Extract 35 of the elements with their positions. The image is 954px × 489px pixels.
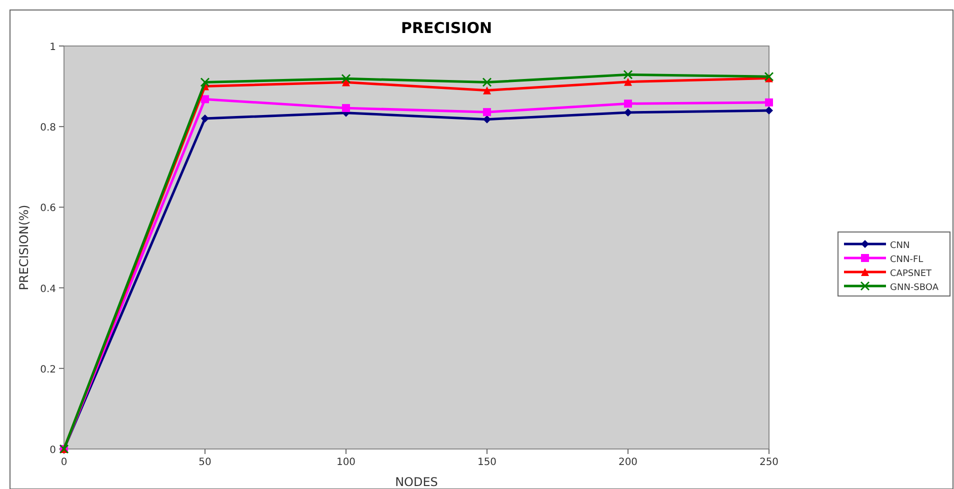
legend-label: CAPSNET (890, 269, 932, 279)
chart-title: PRECISION (400, 19, 492, 37)
legend-label: CNN-FL (890, 255, 924, 265)
point (483, 86, 491, 94)
point (200, 78, 210, 88)
point (764, 72, 774, 82)
point (624, 100, 632, 108)
point (624, 108, 632, 116)
legend-label: GNN-SBOA (890, 283, 940, 293)
point (483, 108, 491, 116)
y-tick-label: 1 (50, 42, 56, 53)
point (342, 104, 350, 112)
point (765, 98, 773, 106)
x-axis-title: NODES (395, 475, 438, 489)
point (482, 78, 492, 88)
y-axis-title: PRECISION(%) (17, 204, 31, 290)
y-tick-label: 0.6 (40, 203, 56, 214)
point (765, 106, 773, 114)
point (624, 78, 632, 86)
legend-label: CNN (890, 241, 910, 251)
y-tick-label: 0.4 (40, 284, 56, 295)
point (483, 115, 491, 124)
point (341, 74, 351, 84)
point (623, 70, 633, 80)
x-tick-label: 100 (336, 457, 356, 468)
y-tick-label: 0 (50, 445, 56, 456)
x-tick-label: 250 (759, 457, 779, 468)
point (201, 95, 209, 104)
point (201, 114, 209, 123)
x-tick-label: 200 (618, 457, 638, 468)
x-tick-label: 50 (198, 457, 212, 468)
y-tick-label: 0.8 (40, 122, 56, 134)
x-tick-label: 150 (477, 457, 497, 468)
x-tick-label: 0 (60, 457, 68, 468)
y-tick-label: 0.2 (40, 364, 56, 376)
